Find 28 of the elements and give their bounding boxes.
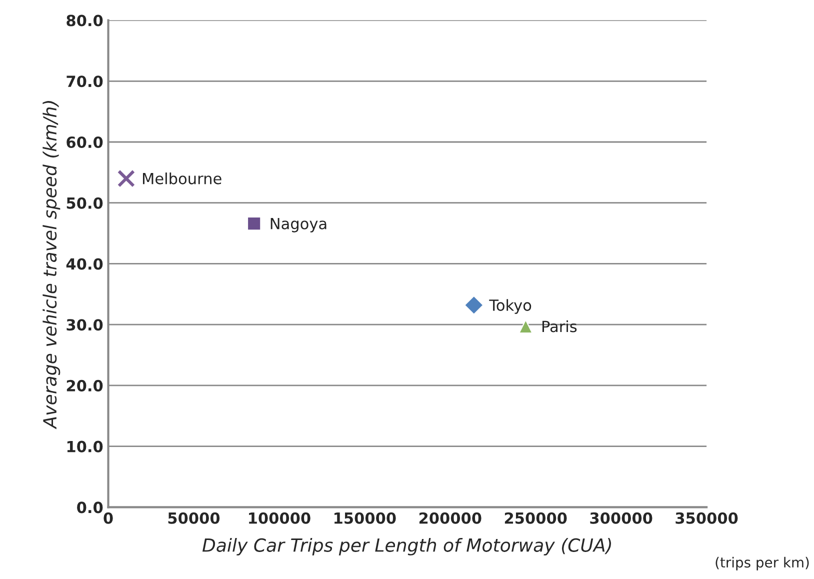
y-tick-label: 50.0: [66, 197, 103, 209]
series-label: Tokyo: [489, 299, 532, 314]
x-tick-label: 0: [104, 512, 113, 524]
x-tick-label: 350000: [676, 512, 738, 524]
x-tick-label: 200000: [419, 512, 482, 524]
y-tick-label: 80.0: [66, 14, 103, 26]
x-tick-label: 300000: [590, 512, 652, 524]
point: [246, 216, 262, 231]
x-tick-label: 150000: [334, 512, 396, 524]
y-tick-label: 0.0: [77, 502, 103, 514]
y-tick-label: 40.0: [66, 258, 103, 270]
series-label: Paris: [542, 320, 577, 332]
y-tick-label: 60.0: [66, 136, 103, 148]
y-tick-label: 70.0: [66, 76, 103, 88]
series-label: Melbourne: [142, 172, 222, 184]
x-tick-label: 250000: [504, 512, 567, 524]
series-label: Nagoya: [270, 218, 326, 232]
x-tick-label: 50000: [168, 512, 220, 524]
y-tick-label: 20.0: [66, 380, 103, 392]
point: [117, 170, 136, 188]
y-axis-title: Average vehicle travel speed (km/h): [42, 101, 60, 430]
y-tick-label: 30.0: [66, 319, 103, 331]
y-tick-label: 10.0: [67, 440, 103, 452]
text: (trips per km): [716, 556, 809, 570]
point: [518, 319, 533, 334]
x-tick-label: 100000: [249, 512, 310, 524]
point: [464, 295, 484, 315]
x-axis-title: Daily Car Trips per Length of Motorway (CUA): [202, 538, 611, 556]
